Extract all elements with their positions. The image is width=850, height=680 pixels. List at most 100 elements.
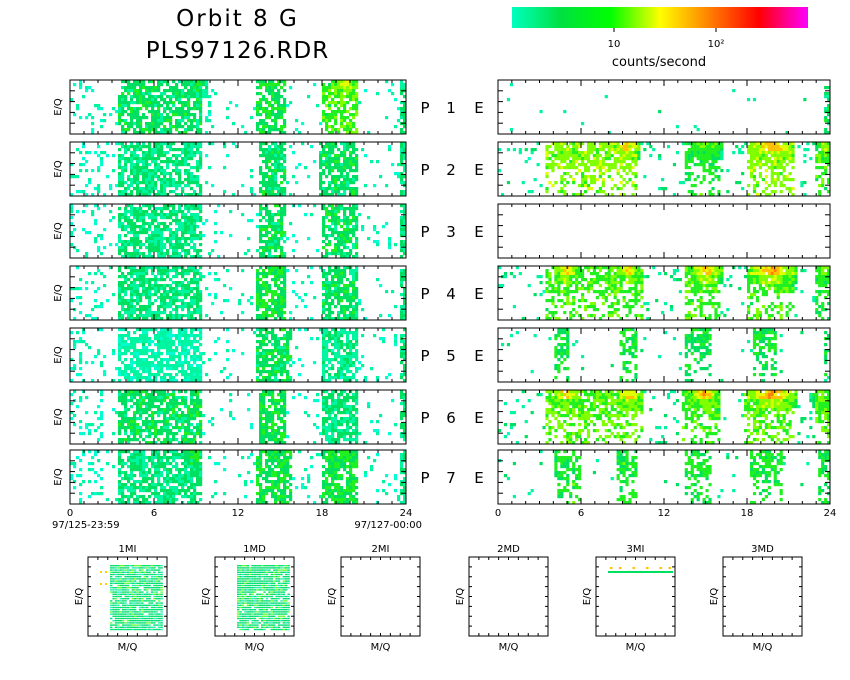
right-spectrogram xyxy=(498,142,831,197)
left-spectrogram xyxy=(70,328,407,383)
mass-panel-title: 1MD xyxy=(243,544,266,555)
mass-panel-ylabel: E/Q xyxy=(455,588,466,606)
mass-panel-2mi: 2MI E/Q M/Q xyxy=(327,544,421,653)
ylabel: E/Q xyxy=(53,160,64,178)
colorbar-tick-label: 10² xyxy=(708,39,725,50)
x-tick-label: 6 xyxy=(151,508,157,519)
panel-right-label: E xyxy=(474,161,483,179)
mass-panel-ylabel: E/Q xyxy=(709,588,720,606)
panel-row-5: E/Q P 5 E xyxy=(53,327,831,383)
mass-panel-2md: 2MD E/Q M/Q xyxy=(455,544,549,653)
mass-panel-xlabel: M/Q xyxy=(245,642,265,653)
panel-label: P xyxy=(420,285,429,303)
colorbar-label: counts/second xyxy=(612,55,706,70)
right-panel-frame xyxy=(497,203,831,259)
panel-index: 2 xyxy=(446,161,456,179)
panel-right-label: E xyxy=(474,99,483,117)
left-spectrogram xyxy=(70,450,407,505)
mass-panel-3mi: 3MI E/Q M/Q xyxy=(582,544,676,653)
x-tick-label: 6 xyxy=(578,508,584,519)
mass-panel-title: 2MI xyxy=(372,544,390,555)
colorbar-gradient xyxy=(512,7,808,28)
panel-row-1: E/Q P 1 E xyxy=(53,79,831,135)
panel-row-7: E/Q P 7 E xyxy=(53,449,831,505)
x-tick-label: 12 xyxy=(232,508,245,519)
x-tick-label: 0 xyxy=(495,508,501,519)
mass-panel-frame xyxy=(340,556,421,637)
mass-panel-title: 1MI xyxy=(119,544,137,555)
panel-index: 7 xyxy=(446,469,456,487)
time-end-label: 97/127-00:00 xyxy=(354,520,422,531)
time-axes: 0 6 12 18 24 0 6 12 18 24 97/125-23:59 97/127-00:00 xyxy=(52,508,836,531)
mass-panel-frame xyxy=(595,556,676,637)
spectrogram-panels: E/Q P 1 EE/Q P 2 EE/Q P 3 EE/Q P 4 EE/Q P 5 EE/Q P 6 EE/Q P… xyxy=(53,79,831,505)
right-panel-frame xyxy=(497,79,831,135)
right-spectrogram xyxy=(498,450,831,505)
plot-title: Orbit 8 G xyxy=(176,6,299,32)
panel-label: P xyxy=(420,161,429,179)
mass-panel-ylabel: E/Q xyxy=(201,588,212,606)
panel-index: 5 xyxy=(446,347,456,365)
ylabel: E/Q xyxy=(53,284,64,302)
mass-panel-3md: 3MD E/Q M/Q xyxy=(709,544,803,653)
mass-panel-1mi: 1MI E/Q M/Q xyxy=(74,544,168,653)
ylabel: E/Q xyxy=(53,98,64,116)
ylabel: E/Q xyxy=(53,408,64,426)
ylabel: E/Q xyxy=(53,468,64,486)
mass-panel-title: 3MD xyxy=(751,544,774,555)
left-spectrogram xyxy=(70,204,407,259)
right-spectrogram xyxy=(498,266,831,321)
time-start-label: 97/125-23:59 xyxy=(52,520,120,531)
ylabel: E/Q xyxy=(53,222,64,240)
mass-panel-xlabel: M/Q xyxy=(118,642,138,653)
mass-panel-ylabel: E/Q xyxy=(582,588,593,606)
panel-index: 3 xyxy=(446,223,456,241)
right-spectrogram xyxy=(498,390,831,445)
x-tick-label: 12 xyxy=(658,508,671,519)
left-spectrogram xyxy=(70,266,407,321)
mass-panel-xlabel: M/Q xyxy=(753,642,773,653)
panel-label: P xyxy=(420,409,429,427)
x-tick-label: 18 xyxy=(741,508,754,519)
panel-label: P xyxy=(420,469,429,487)
panel-row-4: E/Q P 4 E xyxy=(53,265,831,321)
mass-panel-title: 3MI xyxy=(627,544,645,555)
right-spectrogram xyxy=(500,328,831,383)
x-tick-label: 0 xyxy=(67,508,73,519)
panel-right-label: E xyxy=(474,409,483,427)
ylabel: E/Q xyxy=(53,346,64,364)
right-spectrogram xyxy=(506,83,831,135)
x-tick-label: 24 xyxy=(400,508,413,519)
mass-panel-frame xyxy=(468,556,549,637)
panel-label: P xyxy=(420,223,429,241)
colorbar-tick-label: 10 xyxy=(608,39,621,50)
mass-panel-ylabel: E/Q xyxy=(327,588,338,606)
panel-index: 6 xyxy=(446,409,456,427)
panel-label: P xyxy=(420,347,429,365)
panel-right-label: E xyxy=(474,223,483,241)
panel-row-3: E/Q P 3 E xyxy=(53,203,831,259)
left-spectrogram xyxy=(70,80,407,135)
panel-index: 1 xyxy=(446,99,456,117)
mass-panel-xlabel: M/Q xyxy=(626,642,646,653)
panel-right-label: E xyxy=(474,285,483,303)
left-spectrogram xyxy=(70,390,407,445)
x-tick-label: 24 xyxy=(824,508,837,519)
mass-panels: 1MI E/Q M/Q 1MD E/Q M/Q 2MI E/Q M/Q 2MD E/Q M/Q 3MI E… xyxy=(74,544,803,653)
panel-row-2: E/Q P 2 E xyxy=(53,141,831,197)
file-name: PLS97126.RDR xyxy=(145,38,330,64)
panel-index: 4 xyxy=(446,285,456,303)
x-tick-label: 18 xyxy=(316,508,329,519)
mass-panel-ylabel: E/Q xyxy=(74,588,85,606)
mass-panel-frame xyxy=(722,556,803,637)
mass-panel-xlabel: M/Q xyxy=(371,642,391,653)
mass-panel-xlabel: M/Q xyxy=(499,642,519,653)
mass-panel-1md: 1MD E/Q M/Q xyxy=(201,544,295,653)
panel-row-6: E/Q P 6 E xyxy=(53,389,831,445)
mass-panel-title: 2MD xyxy=(497,544,520,555)
panel-right-label: E xyxy=(474,347,483,365)
panel-label: P xyxy=(420,99,429,117)
left-spectrogram xyxy=(70,142,407,197)
